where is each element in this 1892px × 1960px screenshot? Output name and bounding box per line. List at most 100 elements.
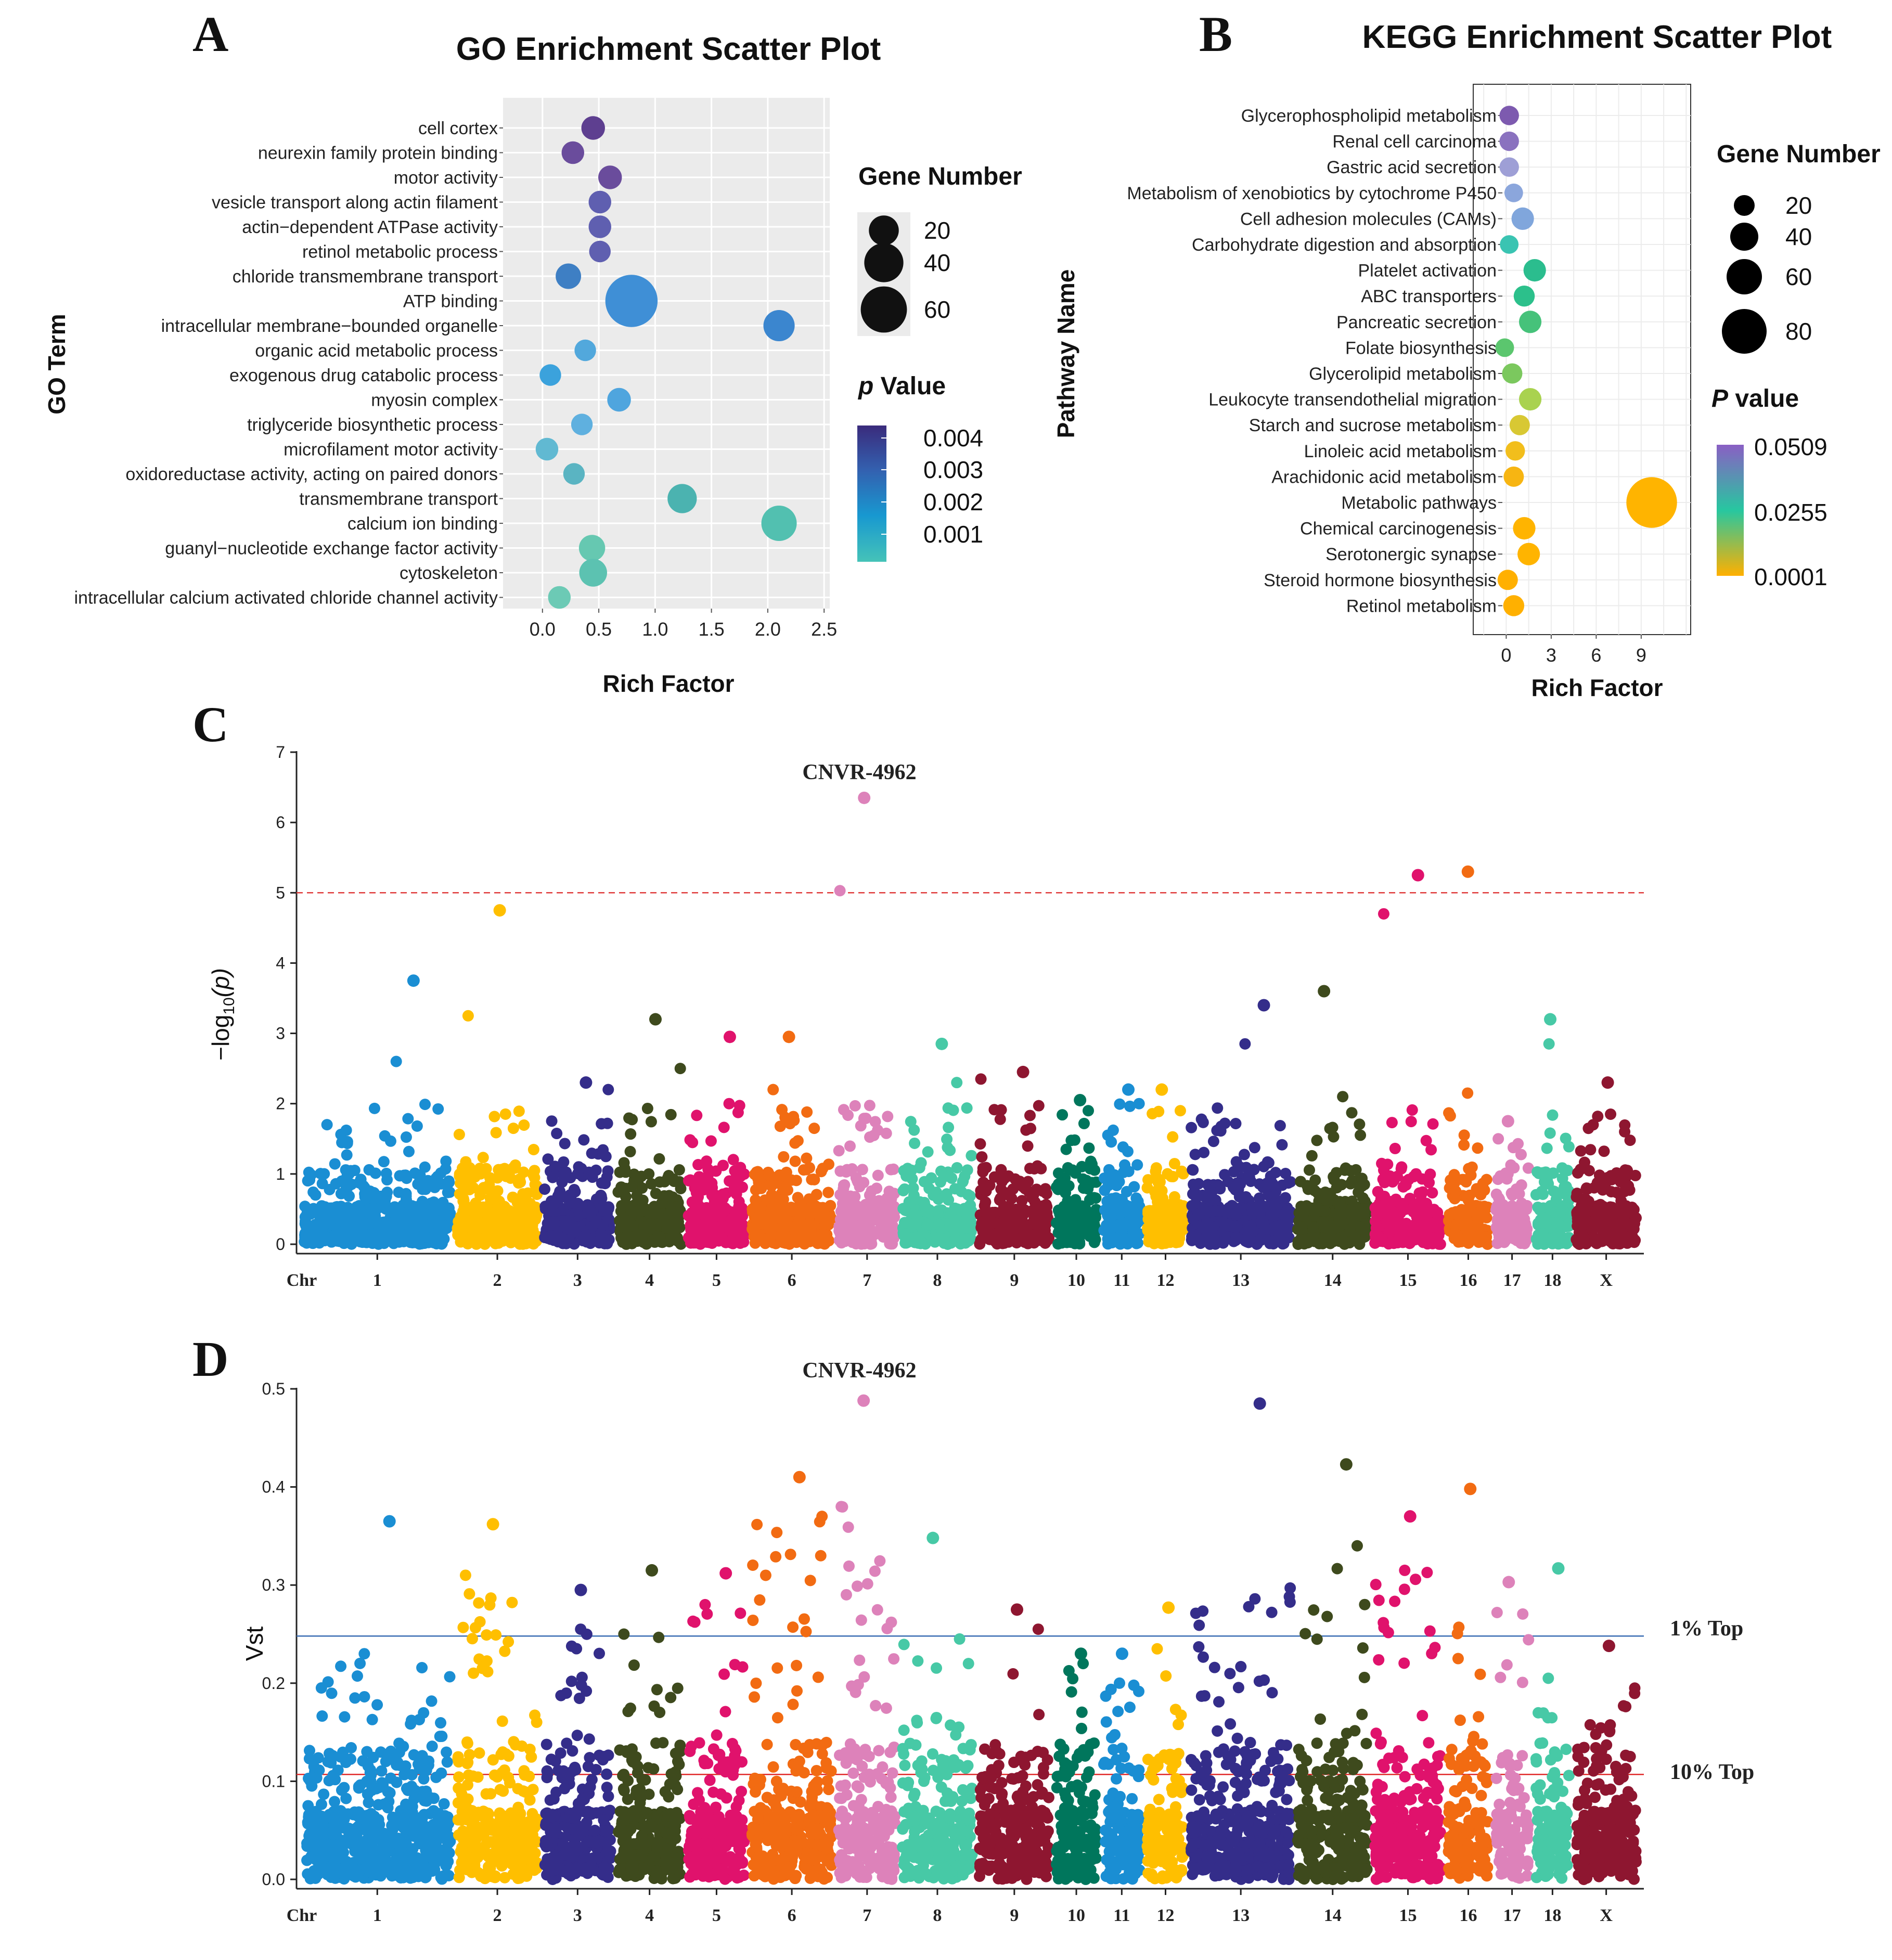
- snp-point: [915, 1236, 927, 1248]
- snp-point: [1265, 1191, 1277, 1203]
- kegg-point: [1513, 517, 1536, 540]
- snp-point: [643, 1168, 655, 1180]
- manhattan-p-points: [299, 791, 1642, 1250]
- snp-point: [1451, 1229, 1463, 1241]
- snp-point: [1327, 1121, 1338, 1133]
- manhattan-vst-panel: D 0.00.10.20.30.40.5 Chr 1 2 3 4 5 6 7 8 9 10 11 12 1…: [192, 1331, 1754, 1925]
- snp-point: [1532, 1217, 1544, 1229]
- snp-point: [822, 1187, 834, 1198]
- snp-point: [653, 1153, 665, 1165]
- snp-point: [897, 1227, 909, 1239]
- snp-point: [808, 1174, 820, 1185]
- y-tick-label: 1: [276, 1165, 285, 1183]
- kegg-color-legend-label: 0.0001: [1754, 563, 1827, 590]
- snp-point: [948, 1226, 960, 1237]
- snp-point: [1251, 1201, 1263, 1213]
- snp-point: [1505, 1159, 1517, 1171]
- snp-point: [1024, 1110, 1036, 1121]
- snp-point: [727, 1154, 739, 1166]
- snp-point: [625, 1204, 637, 1216]
- snp-point: [480, 1163, 492, 1175]
- snp-point: [1153, 1105, 1165, 1117]
- snp-point: [321, 1119, 333, 1131]
- snp-point: [1331, 1167, 1343, 1179]
- snp-point: [1014, 1222, 1026, 1234]
- snp-point: [817, 1163, 829, 1175]
- chromosome-label: 5: [712, 1271, 721, 1290]
- snp-point: [513, 1105, 525, 1117]
- snp-point: [869, 1116, 881, 1128]
- snp-point: [1355, 1129, 1367, 1141]
- go-x-axis-title: Rich Factor: [602, 670, 734, 697]
- go-term-label: cytoskeleton: [400, 563, 498, 583]
- high-point: [674, 1063, 686, 1075]
- snp-point: [507, 1123, 519, 1134]
- go-size-legend-label: 20: [924, 217, 950, 244]
- snp-point: [701, 1155, 713, 1167]
- y-tick-label: 0.1: [262, 1772, 285, 1790]
- snp-point: [1214, 1183, 1226, 1195]
- go-chart-title: GO Enrichment Scatter Plot: [456, 31, 881, 67]
- kegg-color-legend-label: 0.0509: [1754, 433, 1827, 460]
- snp-point: [1357, 1192, 1369, 1204]
- go-term-label: organic acid metabolic process: [255, 341, 498, 361]
- snp-point: [1142, 1174, 1154, 1186]
- snp-point: [1478, 1184, 1490, 1196]
- kegg-size-legend-label: 80: [1785, 318, 1812, 345]
- snp-point: [1582, 1123, 1594, 1134]
- snp-point: [1150, 1162, 1162, 1174]
- snp-point: [1198, 1223, 1210, 1235]
- snp-point: [1153, 1236, 1165, 1248]
- kegg-point: [1497, 570, 1518, 590]
- snp-point: [345, 1238, 357, 1250]
- snp-point: [1516, 1219, 1528, 1231]
- snp-point: [1617, 1173, 1629, 1185]
- snp-point: [1104, 1205, 1116, 1217]
- snp-point: [1076, 1160, 1088, 1172]
- snp-point: [1302, 1202, 1314, 1214]
- snp-point: [578, 1134, 590, 1146]
- snp-point: [1444, 1110, 1456, 1122]
- go-x-tick-label: 1.5: [699, 618, 725, 640]
- snp-point: [1481, 1174, 1492, 1185]
- snp-point: [881, 1192, 893, 1204]
- snp-point: [1575, 1145, 1587, 1157]
- snp-point: [483, 1229, 495, 1241]
- go-point: [579, 559, 607, 587]
- y-tick-label: 3: [276, 1024, 285, 1043]
- snp-point: [551, 1128, 563, 1140]
- go-points: [535, 116, 797, 609]
- go-x-tick-label: 0.5: [586, 618, 612, 640]
- go-point: [574, 339, 596, 362]
- snp-point: [850, 1206, 861, 1218]
- go-term-label: transmembrane transport: [299, 489, 498, 509]
- snp-point: [1052, 1167, 1064, 1179]
- snp-point: [384, 1221, 396, 1233]
- snp-point: [987, 1206, 999, 1218]
- snp-point: [781, 1183, 793, 1195]
- snp-point: [808, 1202, 820, 1214]
- kegg-points: [1495, 106, 1677, 616]
- high-point: [1605, 1108, 1617, 1120]
- snp-point: [432, 1103, 444, 1115]
- chromosome-label: 9: [1010, 1271, 1019, 1290]
- peak-point: [1074, 1093, 1087, 1106]
- snp-point: [1273, 1235, 1285, 1247]
- snp-point: [766, 1189, 778, 1201]
- snp-point: [364, 1218, 376, 1230]
- snp-point: [409, 1167, 421, 1179]
- kegg-pathway-label: Arachidonic acid metabolism: [1271, 467, 1497, 487]
- snp-point: [1065, 1134, 1077, 1146]
- snp-point: [799, 1227, 811, 1239]
- snp-point: [864, 1202, 876, 1214]
- snp-point: [1425, 1144, 1437, 1156]
- snp-point: [526, 1201, 538, 1213]
- chromosome-label: 6: [788, 1271, 796, 1290]
- go-colorbar: [857, 425, 886, 562]
- peak-point: [1411, 869, 1424, 882]
- snp-point: [1541, 1142, 1553, 1154]
- kegg-pathway-label: Platelet activation: [1358, 261, 1497, 281]
